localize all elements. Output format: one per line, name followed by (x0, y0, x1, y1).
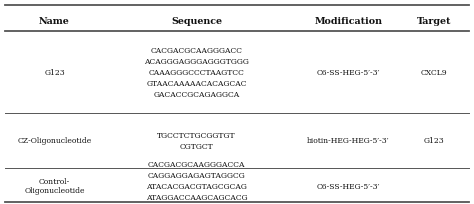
Text: G123: G123 (44, 68, 65, 76)
Text: Target: Target (417, 17, 451, 26)
Text: Sequence: Sequence (171, 17, 222, 26)
Text: TGCCTCTGCGGTGT
CGTGCT: TGCCTCTGCGGTGT CGTGCT (157, 131, 236, 150)
Text: C6-SS-HEG-5′-3′: C6-SS-HEG-5′-3′ (317, 182, 380, 190)
Text: Modification: Modification (314, 17, 383, 26)
Text: CACGACGCAAGGGACCA
CAGGAGGAGAGTAGGCG
ATACACGACGTAGCGCAG
ATAGGACCAAGCAGCACG
ACACCG: CACGACGCAAGGGACCA CAGGAGGAGAGTAGGCG ATAC… (146, 160, 247, 204)
Text: Name: Name (39, 17, 70, 26)
Text: CZ-Oligonucleotide: CZ-Oligonucleotide (18, 137, 91, 145)
Text: G123: G123 (423, 137, 444, 145)
Text: CACGACGCAAGGGACC
ACAGGGAGGGAGGGTGGG
CAAAGGGCCCTAAGTCC
GTAACAAAAACACAGCAC
GACACCG: CACGACGCAAGGGACC ACAGGGAGGGAGGGTGGG CAAA… (144, 47, 249, 98)
Text: biotin-HEG-HEG-5′-3′: biotin-HEG-HEG-5′-3′ (307, 137, 390, 145)
Text: Control-
Oligonucleotide: Control- Oligonucleotide (24, 177, 85, 194)
Text: C6-SS-HEG-5′-3′: C6-SS-HEG-5′-3′ (317, 68, 380, 76)
Text: CXCL9: CXCL9 (420, 68, 447, 76)
